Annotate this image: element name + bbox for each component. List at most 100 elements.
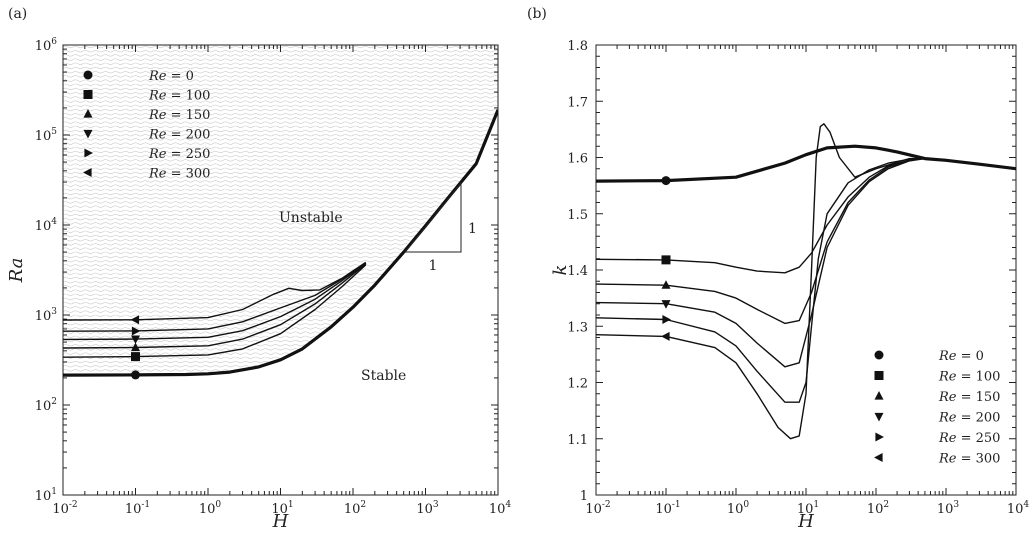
hatch-line (63, 276, 498, 280)
hatch-line (63, 247, 498, 250)
legend-entry-re-250: Re = 250 (148, 147, 210, 162)
hatch-line (63, 150, 498, 154)
hatch-line (63, 297, 498, 301)
x-tick-label: 103 (937, 500, 960, 517)
hatch-line (63, 475, 503, 477)
hatch-line (63, 201, 498, 204)
slope-label-rise: 1 (468, 221, 477, 237)
slope-label-run: 1 (429, 258, 438, 274)
hatch-line (63, 159, 498, 162)
legend-entry-re-150: Re = 150 (938, 390, 1000, 405)
legend-marker-re-300 (874, 453, 883, 462)
data-marker-re-150 (131, 342, 140, 352)
hatch-line (63, 155, 498, 158)
y-tick-label: 1.1 (567, 433, 588, 448)
hatch-line (63, 483, 503, 485)
legend-entry-re-100: Re = 100 (148, 89, 210, 104)
hatch-line (63, 403, 503, 405)
legend-entry-re-250: Re = 250 (938, 431, 1000, 446)
hatch-line (63, 285, 498, 288)
x-tick-label: 102 (867, 500, 889, 517)
hatch-line (63, 209, 498, 212)
legend-entry-re-200: Re = 200 (938, 411, 1000, 426)
hatch-line (63, 391, 503, 393)
panel-a: (a) 10-2 10-1 100 101 102 103 104 101 102 103 104 10… (6, 6, 511, 532)
hatch-line (63, 134, 498, 137)
x-tick-label: 100 (199, 500, 222, 517)
x-tick-label: 104 (1007, 500, 1030, 517)
x-tick-label: 10-1 (125, 500, 150, 517)
series-line-re-250 (596, 157, 947, 403)
x-tick-label: 101 (797, 500, 819, 517)
hatch-line (63, 226, 498, 229)
hatch-line (63, 458, 503, 460)
legend-marker-re-150 (874, 391, 884, 400)
x-tick-label: 10-2 (585, 500, 610, 517)
hatch-line (63, 339, 498, 343)
data-marker-re-250 (131, 326, 141, 336)
hatch-line (63, 420, 503, 422)
data-marker-re-300 (661, 331, 670, 341)
hatch-line (63, 184, 498, 187)
slope-triangle (403, 181, 462, 253)
hatch-line (63, 395, 503, 397)
legend-entry-re-100: Re = 100 (938, 370, 1000, 385)
hatch-line (63, 121, 498, 124)
hatch-line (63, 163, 498, 166)
data-marker-re-250 (662, 315, 671, 324)
hatch-line (63, 213, 498, 217)
series-line-re-0 (596, 144, 1016, 183)
x-axis-label-a: H (272, 511, 289, 532)
y-tick-label: 105 (35, 127, 58, 144)
panel-label-b: (b) (527, 6, 547, 22)
hatch-line (63, 58, 498, 61)
unstable-region-label: Unstable (279, 210, 343, 226)
hatch-line (63, 117, 498, 120)
hatch-line (63, 335, 498, 338)
legend-marker-re-150 (83, 109, 93, 118)
data-marker-re-0 (661, 176, 671, 186)
hatch-line (63, 310, 498, 313)
y-tick-label: 1.6 (567, 152, 588, 167)
curves-b (596, 123, 1016, 440)
hatch-line (63, 428, 503, 430)
y-tick-label: 1.2 (567, 377, 588, 392)
x-tick-label: 104 (489, 500, 512, 517)
hatch-line (63, 205, 498, 208)
series-line-re-250 (63, 262, 367, 332)
hatch-line (63, 348, 498, 351)
panel-label-a: (a) (8, 6, 27, 22)
data-marker-re-150 (661, 280, 671, 289)
legend-marker-re-100 (874, 371, 884, 380)
hatch-line (63, 138, 498, 141)
legend-entry-re-0: Re = 0 (938, 349, 984, 364)
hatch-line (63, 188, 498, 191)
hatch-line (63, 83, 498, 86)
hatch-line (63, 386, 503, 388)
y-axis-label-b: k (550, 265, 571, 276)
hatch-line (63, 243, 498, 246)
hatch-line (63, 167, 498, 170)
legend-marker-re-200 (874, 412, 884, 422)
y-tick-label: 102 (35, 397, 57, 414)
panel-b: (b) 10-2 10-1 100 101 102 103 104 1 1.1 1.2 1.3 1.4 1… (527, 6, 1029, 532)
series-line-re-300 (596, 123, 947, 440)
hatch-line (63, 369, 498, 372)
legend-marker-re-300 (83, 168, 92, 177)
hatch-line (63, 104, 498, 107)
hatch-line (63, 344, 498, 347)
hatch-line (63, 100, 498, 103)
data-marker-re-200 (131, 335, 140, 345)
hatch-line (63, 146, 498, 149)
y-tick-label: 1.5 (567, 208, 588, 223)
hatch-line (63, 454, 503, 456)
legend-entry-re-0: Re = 0 (148, 69, 194, 84)
hatch-line (63, 108, 498, 112)
hatch-line (63, 449, 503, 451)
hatch-line (63, 230, 498, 233)
legend-entry-re-300: Re = 300 (148, 167, 210, 182)
hatch-line (63, 470, 503, 472)
series-line-re-150 (63, 263, 367, 349)
hatch-line (63, 441, 503, 443)
hatch-line (63, 79, 498, 82)
